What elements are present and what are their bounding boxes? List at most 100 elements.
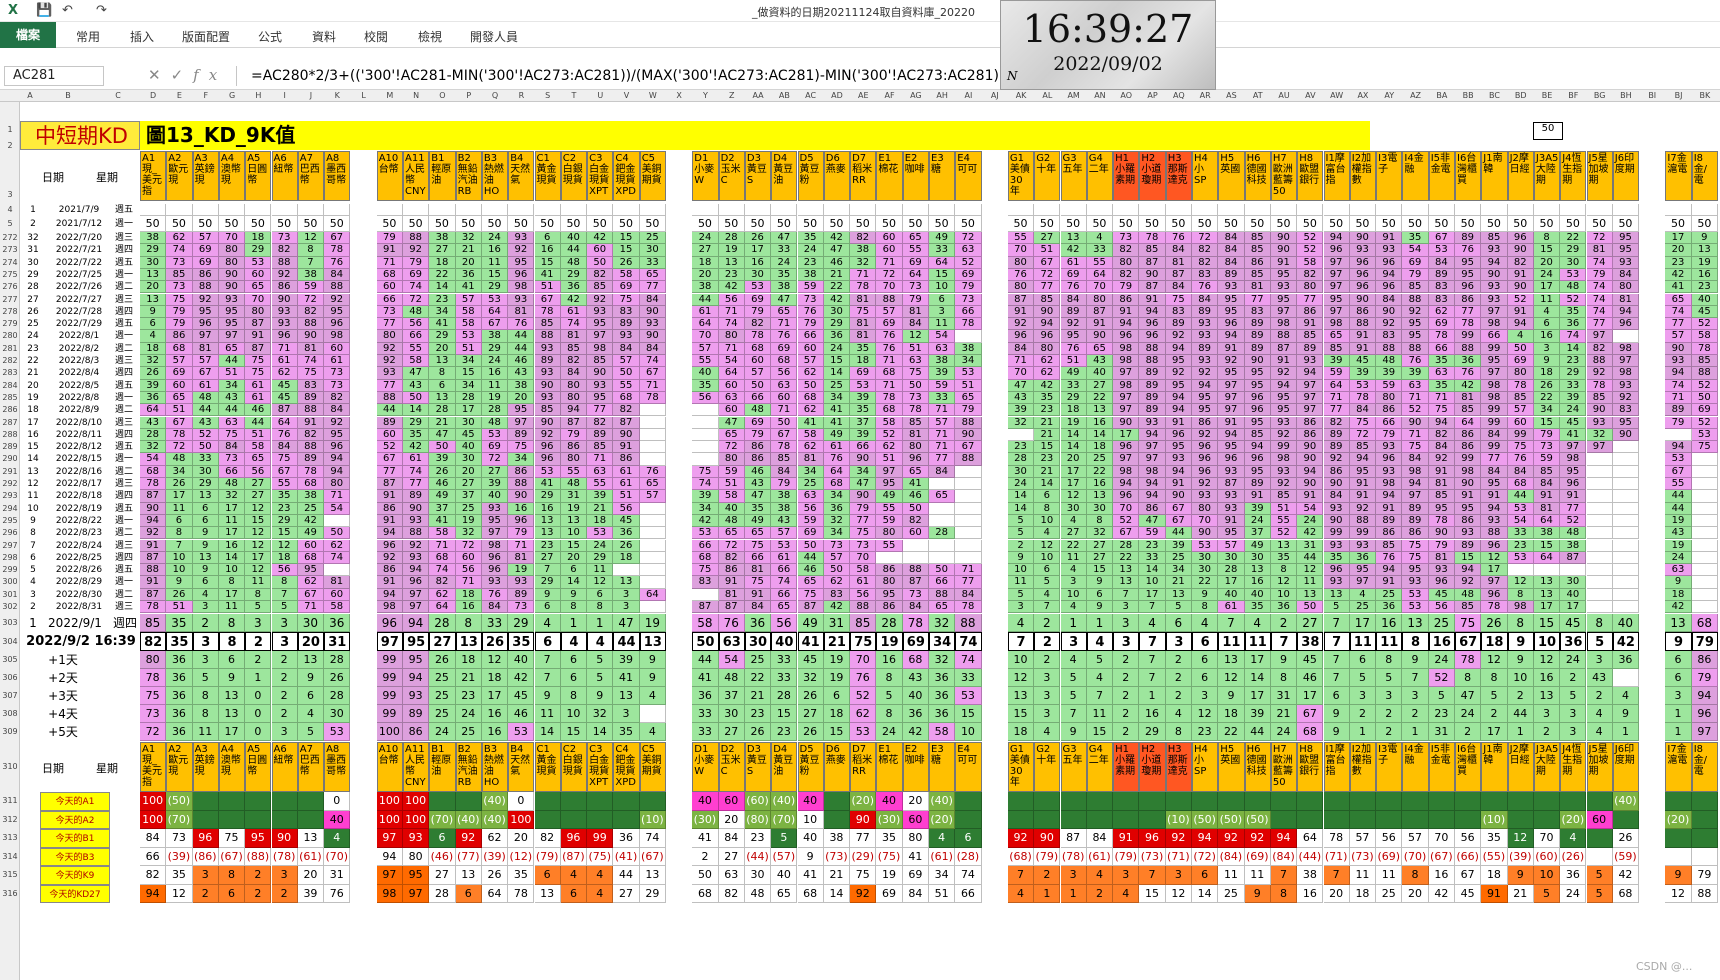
data-cell[interactable]: 76 [639,465,666,478]
row-number[interactable]: 272 [2,233,18,242]
data-cell[interactable]: 69 [192,244,219,257]
data-cell[interactable]: 84 [1060,293,1087,306]
data-cell[interactable]: 11 [1218,632,1245,652]
data-cell[interactable]: 40 [718,502,745,515]
data-cell[interactable]: 9 [587,687,614,706]
data-cell[interactable]: 96 [481,551,509,565]
data-cell[interactable]: 64 [902,268,929,282]
data-cell[interactable]: 94 [324,465,351,478]
data-cell[interactable]: 78 [771,441,798,454]
data-cell[interactable]: 36 [166,723,193,742]
data-cell[interactable]: 57 [639,490,666,503]
data-cell[interactable] [455,792,482,811]
data-cell[interactable]: 92 [455,829,482,848]
data-cell[interactable]: 90 [850,490,877,503]
data-cell[interactable]: 38 [692,281,719,294]
row-number[interactable]: 312 [2,814,18,824]
data-cell[interactable]: 89 [1428,268,1455,282]
data-cell[interactable]: 74 [1586,305,1613,319]
data-cell[interactable]: 93 [1218,490,1245,503]
data-cell[interactable]: 94 [1691,687,1718,706]
data-cell[interactable]: 15 [1139,884,1166,904]
data-cell[interactable]: 93 [534,367,561,380]
data-cell[interactable]: 6 [560,669,588,688]
row-headers[interactable]: 1 2 3 4 5 272 273 274 275 276 277 278 279 280 281 282 28… [0,102,20,980]
data-cell[interactable]: 73 [376,305,403,319]
data-cell[interactable]: 26 [1612,829,1640,848]
data-cell[interactable] [560,792,588,811]
data-cell[interactable]: 9 [639,669,666,688]
data-cell[interactable]: 34 [455,379,482,392]
data-cell[interactable]: 17 [245,551,272,565]
data-cell[interactable]: 50 [192,216,219,232]
data-cell[interactable]: 32 [850,256,877,269]
data-cell[interactable]: 3 [1560,723,1587,742]
data-cell[interactable]: 74 [1560,330,1587,343]
data-cell[interactable]: 53 [955,367,982,380]
data-cell[interactable] [1586,847,1613,867]
data-cell[interactable]: 28 [876,614,903,633]
data-cell[interactable]: (28) [955,847,982,867]
data-cell[interactable]: 25 [455,723,482,742]
data-cell[interactable]: 56 [850,588,877,601]
data-cell[interactable]: 10 [797,810,824,830]
data-cell[interactable]: 17 [1060,478,1087,491]
data-cell[interactable]: 24 [1665,551,1692,565]
data-cell[interactable]: 93 [1481,244,1508,257]
data-cell[interactable]: 17 [455,404,482,417]
data-cell[interactable]: 87 [692,601,719,614]
data-cell[interactable]: 64 [1297,829,1324,848]
data-cell[interactable]: 12 [1481,551,1508,565]
data-cell[interactable]: 62 [1034,355,1061,368]
data-cell[interactable]: 84 [140,829,167,848]
data-cell[interactable]: 34 [692,502,719,515]
data-cell[interactable]: 89 [508,588,535,601]
data-cell[interactable]: 99 [1481,416,1508,429]
data-cell[interactable]: 9 [1507,866,1534,885]
data-cell[interactable]: 57 [1507,404,1534,417]
data-cell[interactable]: 99 [1481,441,1508,454]
data-cell[interactable]: 82 [1113,244,1140,257]
data-cell[interactable]: 6 [929,293,956,306]
data-cell[interactable]: 26 [744,232,772,245]
data-cell[interactable]: 97 [1270,305,1298,319]
data-cell[interactable]: 50 [166,216,193,232]
data-cell[interactable]: 42 [403,441,430,454]
data-cell[interactable]: 2 [271,687,298,706]
row-number[interactable]: 287 [2,417,18,427]
data-cell[interactable]: 93 [403,687,430,706]
data-cell[interactable]: 40 [902,687,929,706]
data-cell[interactable]: 49 [1060,367,1087,380]
data-cell[interactable] [1691,810,1718,830]
data-cell[interactable]: 50 [1507,342,1534,355]
data-cell[interactable]: 77 [1481,453,1508,466]
row-number[interactable]: 5 [7,219,13,228]
data-cell[interactable]: 95 [1455,502,1482,515]
data-cell[interactable]: 33 [192,453,219,466]
data-cell[interactable]: 35 [613,723,640,742]
data-cell[interactable] [1691,792,1718,811]
column-letter[interactable]: AC [805,91,817,100]
data-cell[interactable]: 45 [271,391,298,405]
data-cell[interactable]: 3 [613,705,640,724]
data-cell[interactable]: 91 [1349,342,1377,355]
data-cell[interactable]: 13 [1665,614,1692,633]
data-cell[interactable] [639,204,666,216]
data-cell[interactable] [1691,576,1718,589]
data-cell[interactable]: 11 [218,601,246,614]
data-cell[interactable]: 5 [1165,601,1192,614]
data-cell[interactable]: 57 [744,367,772,380]
data-cell[interactable]: 71 [771,318,798,331]
data-cell[interactable]: 14 [429,281,456,294]
data-cell[interactable]: 92 [1192,367,1219,380]
data-cell[interactable]: 77 [850,514,877,528]
data-cell[interactable] [1165,792,1192,811]
row-number[interactable]: 289 [2,442,18,452]
data-cell[interactable]: 8 [1402,866,1429,885]
data-cell[interactable]: 8 [271,576,298,589]
data-cell[interactable]: 60 [902,527,929,540]
data-cell[interactable]: 91 [1218,514,1245,528]
data-cell[interactable]: 92 [1192,478,1219,491]
data-cell[interactable] [613,204,640,216]
data-cell[interactable]: 1 [1349,723,1377,742]
